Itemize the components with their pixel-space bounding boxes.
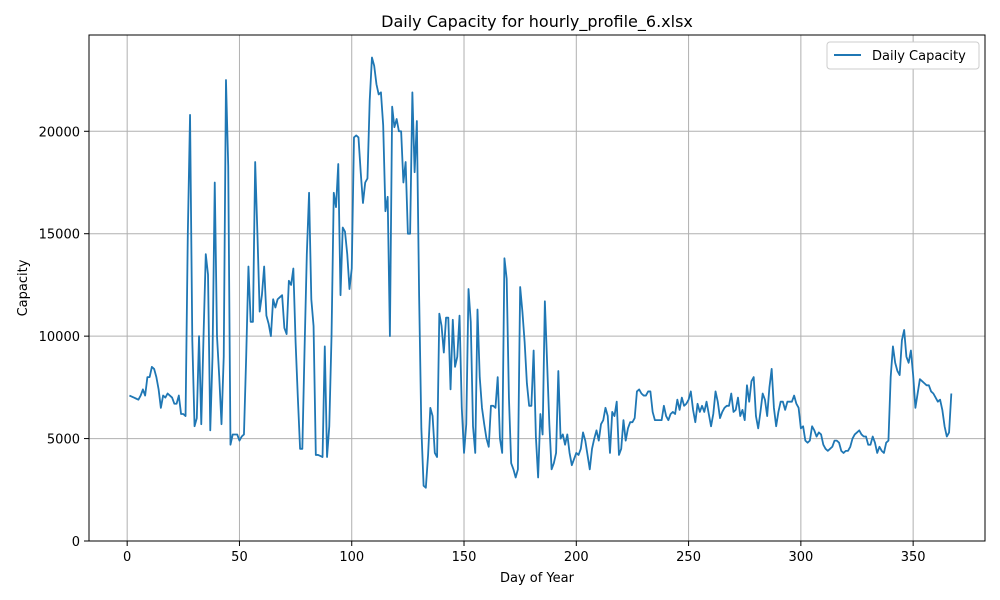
x-tick-label: 100 [339, 550, 364, 565]
y-tick-label: 0 [72, 535, 80, 550]
legend-label: Daily Capacity [872, 49, 966, 64]
x-tick-label: 250 [676, 550, 701, 565]
x-axis: 0 50 100 150 200 250 300 350 [123, 541, 926, 565]
legend-box [826, 41, 980, 70]
x-tick-label: 200 [564, 550, 589, 565]
x-tick-label: 350 [901, 550, 926, 565]
x-tick-label: 150 [452, 550, 477, 565]
x-tick-label: 50 [231, 550, 248, 565]
y-tick-label: 20000 [39, 125, 80, 140]
y-tick-label: 10000 [39, 330, 80, 345]
chart-title: Daily Capacity for hourly_profile_6.xlsx [381, 12, 693, 32]
series-layer [129, 56, 953, 489]
x-tick-label: 0 [123, 550, 131, 565]
y-axis: 0 5000 10000 15000 20000 [39, 125, 89, 550]
plot-area-frame [88, 34, 986, 542]
y-tick-label: 5000 [47, 433, 80, 448]
y-axis-title: Capacity [16, 259, 31, 316]
x-axis-title: Day of Year [500, 571, 575, 586]
y-tick-label: 15000 [39, 228, 80, 243]
series-line-daily-capacity [129, 56, 953, 489]
x-tick-label: 300 [788, 550, 813, 565]
legend: Daily Capacity [826, 41, 980, 70]
